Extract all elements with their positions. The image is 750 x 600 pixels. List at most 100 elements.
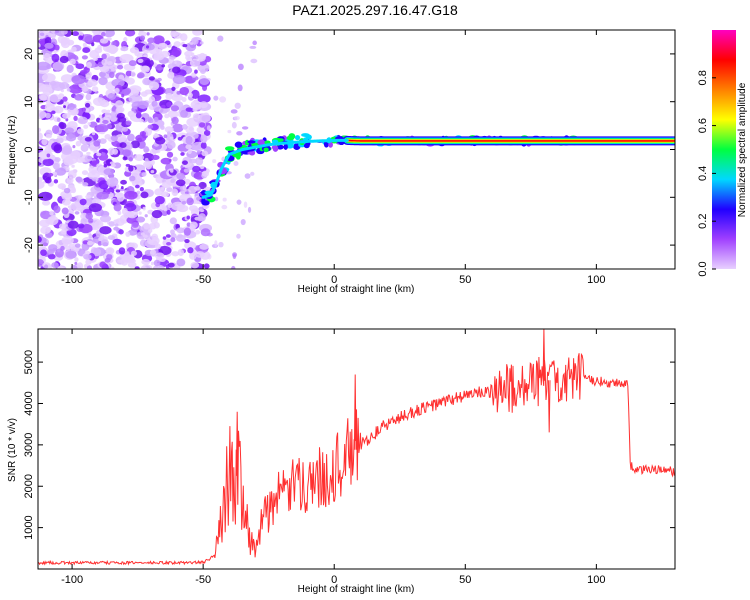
spectrogram-signal-trace: [199, 133, 675, 206]
spectrogram-noise-blob: [184, 238, 190, 244]
spectrogram-noise-blob: [162, 236, 167, 240]
spectrogram-noise-blob: [108, 44, 118, 55]
spectrogram-noise-blob: [125, 231, 131, 237]
spectrogram-noise-blob: [87, 170, 100, 180]
spectrogram-noise-blob: [185, 107, 193, 112]
spectrogram-noise-blob: [85, 102, 91, 108]
spectrogram-noise-blob: [188, 205, 198, 212]
spectrogram-noise-blob: [71, 31, 79, 37]
spectrogram-noise-blob: [40, 210, 52, 220]
spectrogram-noise-blob: [171, 201, 185, 211]
spectrogram-noise-blob: [99, 38, 109, 44]
spectrogram-noise-blob: [74, 111, 79, 115]
spectrogram-noise-blob: [163, 134, 168, 139]
spectrogram-noise-blob: [252, 40, 257, 46]
spectrogram-noise-blob: [189, 221, 198, 229]
spectrogram-noise-blob: [125, 120, 132, 126]
spectrogram-noise-blob: [74, 93, 84, 101]
spectrogram-noise-blob: [65, 117, 69, 122]
spectrogram-noise-blob: [55, 137, 64, 144]
spectrogram-noise-blob: [197, 215, 204, 222]
spectrogram-noise-blob: [63, 105, 66, 109]
spectrogram-noise-blob: [54, 44, 60, 51]
spectrogram-noise-blob: [89, 50, 100, 59]
spectrogram-noise-blob: [152, 52, 165, 61]
spectrogram-signal-blob: [263, 147, 269, 153]
spectrogram-noise-blob: [54, 157, 61, 163]
spectrogram-noise-blob: [51, 110, 56, 115]
spectrogram-noise-blob: [75, 63, 85, 70]
spectrogram-noise-blob: [110, 163, 116, 168]
spectrogram-noise-blob: [101, 31, 106, 37]
spectrogram-noise-blob: [203, 129, 211, 137]
spectrogram-noise-blob: [148, 239, 154, 244]
spectrogram-noise-blob: [199, 41, 204, 45]
spectrogram-noise-blob: [233, 160, 239, 167]
spectrogram-noise-blob: [187, 247, 194, 254]
spectrogram-noise-blob: [244, 173, 251, 179]
spectrogram-noise-blob: [78, 194, 83, 200]
spectrogram-noise-blob: [80, 143, 89, 152]
spectrogram-noise-blob: [164, 113, 170, 119]
spectrogram-noise-blob: [160, 191, 169, 198]
spectrogram-noise-blob: [161, 205, 167, 211]
spectrogram-noise-blob: [75, 140, 82, 147]
spectrogram-noise-blob: [99, 261, 107, 268]
spectrogram-noise-blob: [128, 157, 133, 162]
spectrogram-noise-blob: [108, 71, 115, 79]
chart-title: PAZ1.2025.297.16.47.G18: [292, 2, 458, 18]
spectrogram-noise-blob: [66, 64, 74, 73]
spectrogram-noise-blob: [60, 74, 74, 83]
spectrogram-noise-blob: [67, 170, 77, 179]
spectrogram-y-tick-label: 20: [23, 48, 35, 60]
spectrogram-noise-blob: [153, 116, 159, 123]
spectrogram-noise-blob: [85, 74, 91, 80]
spectrogram-noise-blob: [101, 53, 107, 60]
spectrogram-noise-blob: [227, 129, 232, 134]
spectrogram-noise-blob: [202, 84, 208, 91]
spectrogram-noise-blob: [38, 145, 41, 151]
spectrogram-noise-blob: [167, 110, 179, 119]
spectrogram-noise-blob: [148, 76, 155, 81]
spectrogram-noise-blob: [66, 83, 70, 89]
spectrogram-noise-blob: [130, 71, 136, 78]
spectrogram-noise-blob: [114, 223, 119, 227]
spectrogram-noise-blob: [107, 55, 116, 61]
colorbar-tick-label: 0.8: [697, 70, 709, 85]
spectrogram-noise-blob: [140, 232, 145, 236]
spectrogram-noise-blob: [150, 249, 157, 255]
snr-x-tick-label: 100: [587, 574, 605, 586]
spectrogram-noise-blob: [137, 58, 144, 63]
spectrogram-noise-blob: [85, 194, 92, 199]
spectrogram-noise-blob: [112, 238, 122, 246]
spectrogram-noise-blob: [117, 64, 124, 70]
spectrogram-noise-blob: [49, 210, 54, 216]
spectrogram-noise-blob: [84, 197, 93, 206]
spectrogram-noise-blob: [105, 247, 115, 255]
snr-series-line: [38, 329, 675, 566]
spectrogram-noise-blob: [143, 161, 151, 168]
spectrogram-noise-blob: [140, 265, 147, 269]
spectrogram-noise-blob: [193, 99, 198, 104]
snr-y-tick-label: 3000: [23, 433, 35, 457]
snr-y-tick-label: 1000: [23, 515, 35, 539]
spectrogram-noise-blob: [99, 215, 112, 223]
spectrogram-noise-blob: [172, 66, 181, 74]
spectrogram-noise-blob: [154, 243, 161, 250]
spectrogram-noise-blob: [185, 42, 197, 52]
spectrogram-noise-blob: [160, 104, 166, 109]
spectrogram-noise-blob: [159, 186, 165, 190]
spectrogram-noise-blob: [119, 187, 125, 192]
spectrogram-noise-blob: [134, 266, 140, 269]
spectrogram-noise-blob: [107, 235, 116, 240]
spectrogram-noise-blob: [199, 77, 210, 86]
spectrogram-noise-blob: [170, 233, 177, 239]
spectrogram-noise-blob: [176, 258, 186, 267]
spectrogram-noise-blob: [139, 35, 146, 41]
spectrogram-noise-blob: [141, 65, 150, 73]
spectrogram-noise-blob: [139, 239, 148, 247]
spectrogram-noise-blob: [52, 61, 65, 71]
spectrogram-noise-blob: [196, 126, 205, 133]
spectrogram-noise-blob: [93, 140, 101, 147]
